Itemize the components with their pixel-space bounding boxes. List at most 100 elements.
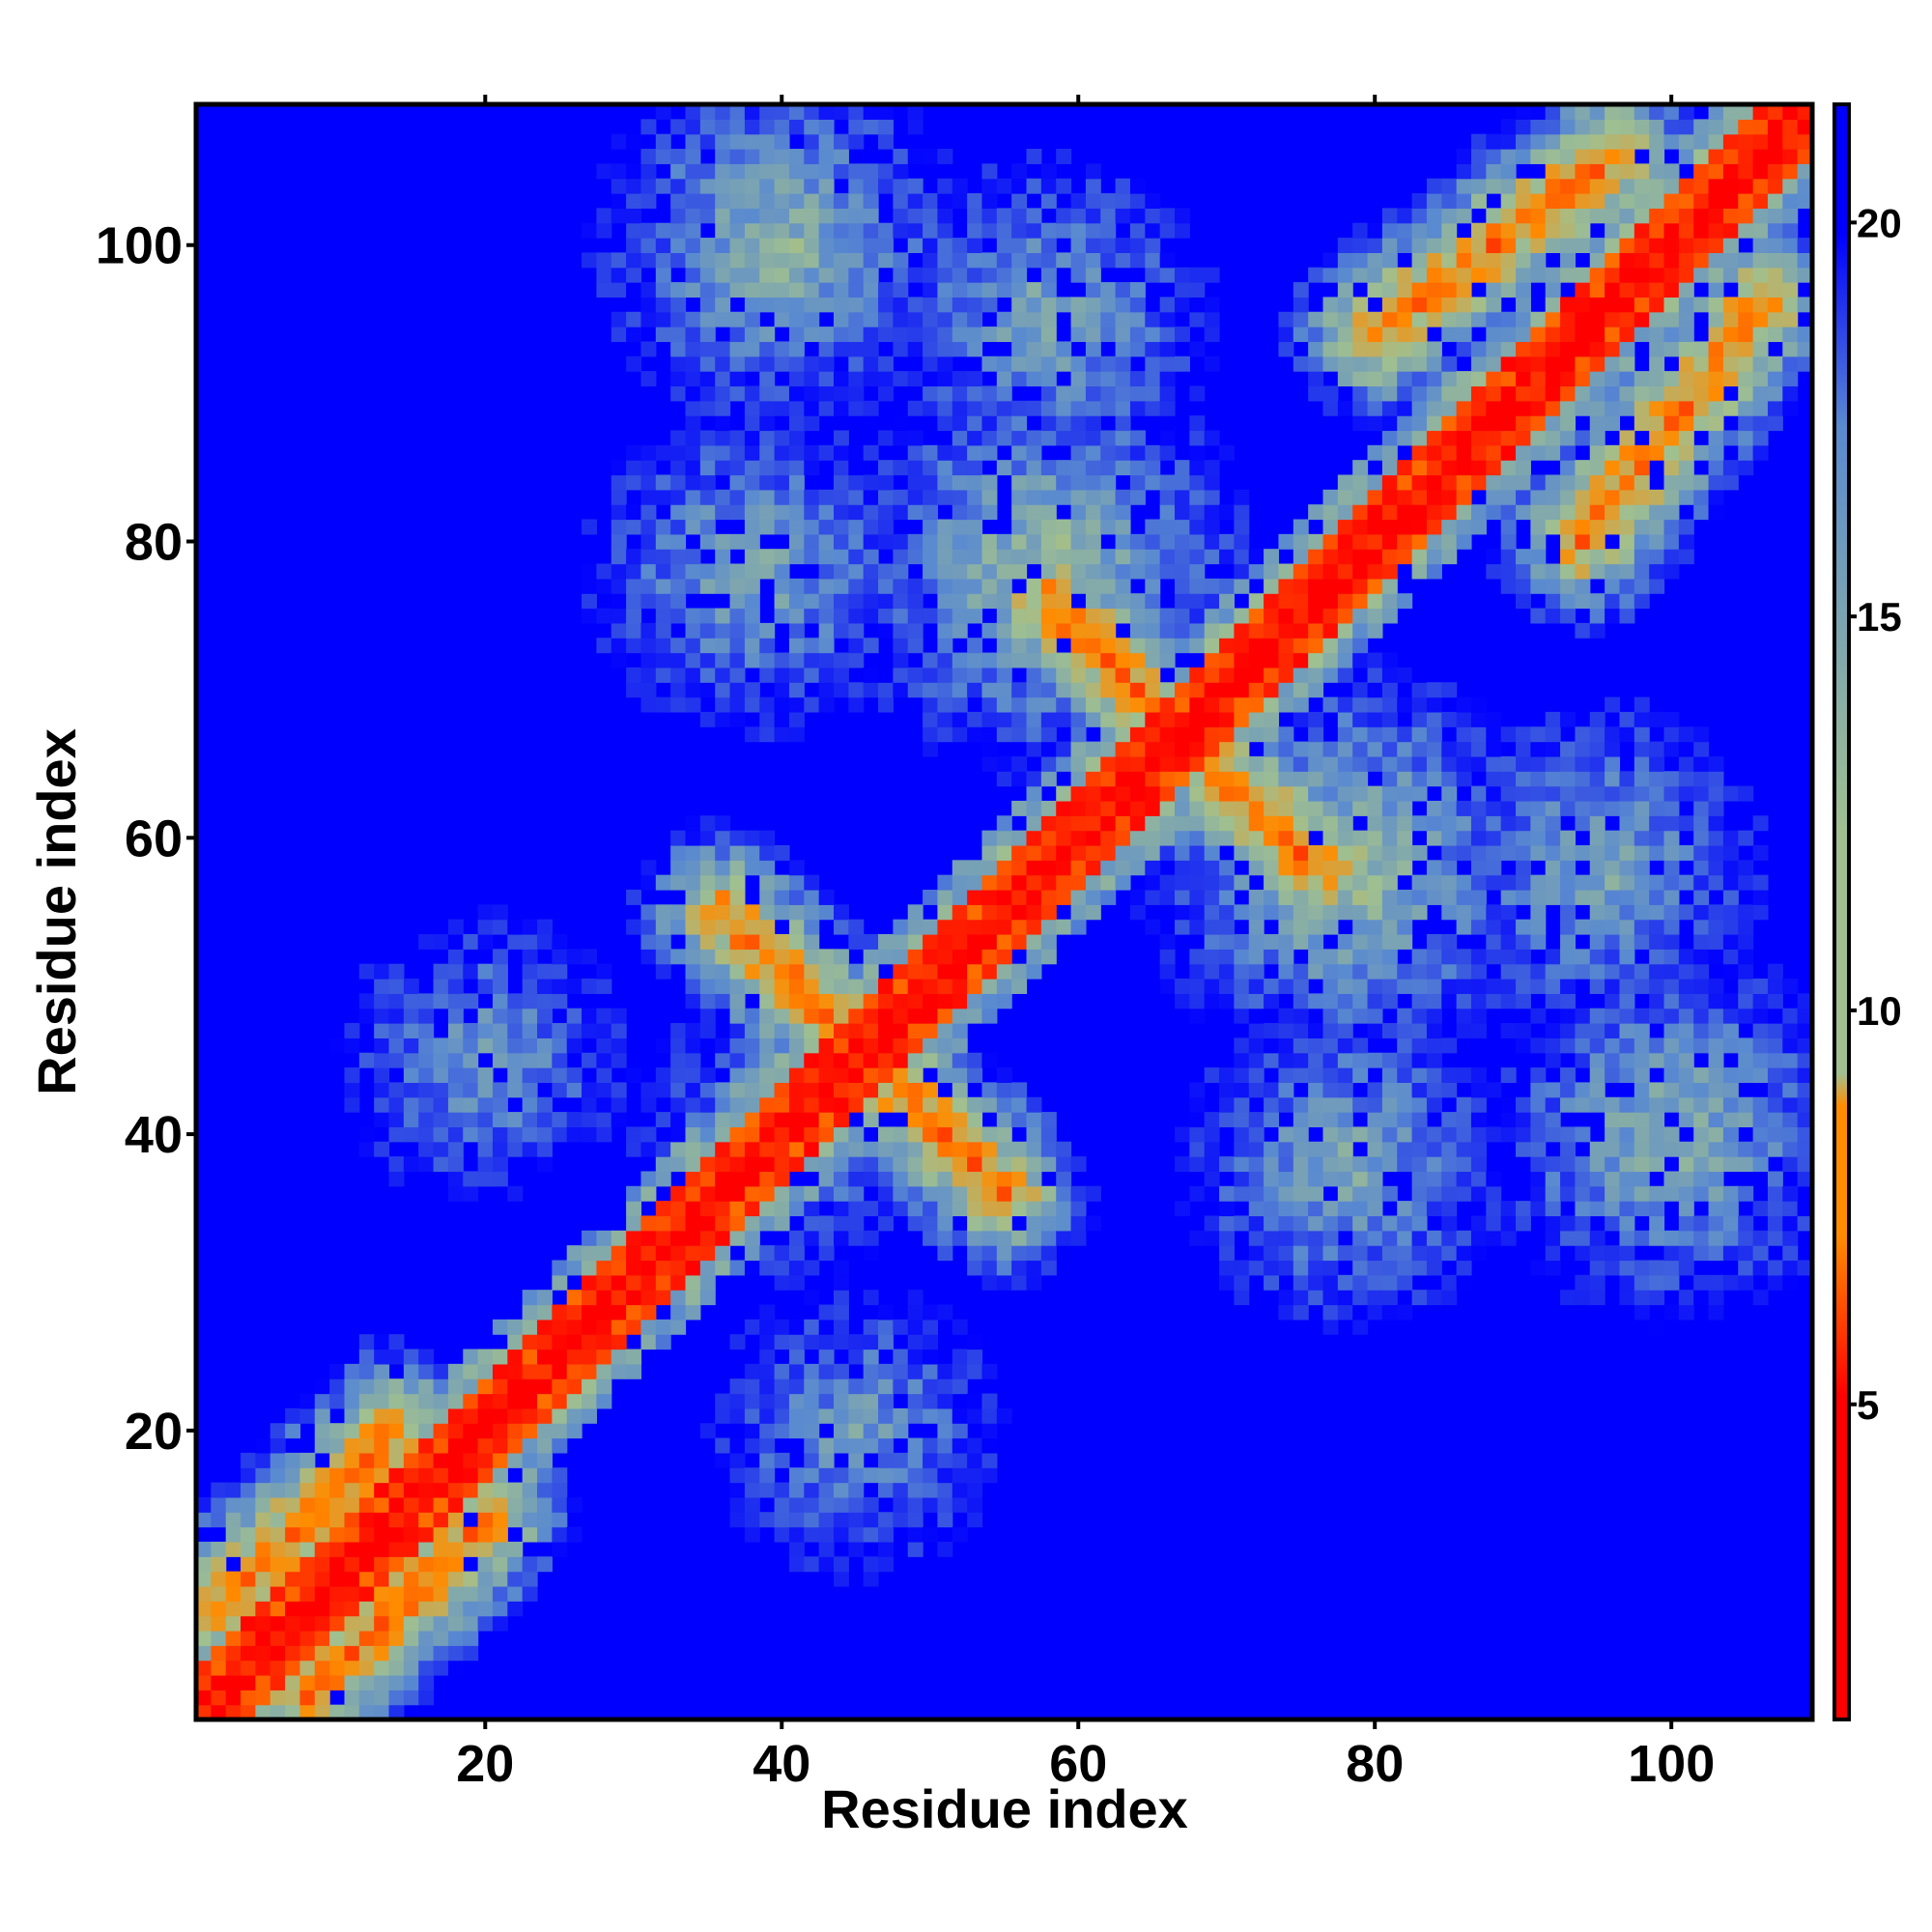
heatmap-cell <box>996 1274 1012 1291</box>
heatmap-cell <box>1293 1290 1309 1306</box>
heatmap-cell <box>774 874 790 891</box>
heatmap-cell <box>937 355 953 372</box>
heatmap-cell <box>893 178 909 194</box>
heatmap-cell <box>893 163 909 180</box>
heatmap-cell <box>670 1215 687 1232</box>
heatmap-cell <box>344 1615 360 1632</box>
heatmap-cell <box>1293 741 1309 757</box>
heatmap-cell <box>507 1126 524 1143</box>
heatmap-cell <box>1605 474 1621 491</box>
heatmap-cell <box>1381 563 1398 580</box>
heatmap-cell <box>1175 267 1190 283</box>
heatmap-cell <box>774 400 790 416</box>
heatmap-cell <box>1589 1185 1605 1202</box>
heatmap-cell <box>981 667 998 683</box>
heatmap-cell <box>463 1526 479 1543</box>
heatmap-cell <box>833 1067 849 1083</box>
heatmap-cell <box>1500 238 1517 253</box>
heatmap-cell <box>1189 741 1206 757</box>
heatmap-cell <box>1560 860 1577 876</box>
heatmap-cell <box>1441 385 1458 402</box>
heatmap-cell <box>804 1052 820 1068</box>
heatmap-cell <box>893 252 909 269</box>
heatmap-cell <box>715 1156 731 1173</box>
heatmap-cell <box>1026 963 1042 980</box>
heatmap-cell <box>1486 474 1502 491</box>
heatmap-cell <box>1278 800 1294 816</box>
heatmap-cell <box>1011 474 1028 491</box>
heatmap-cell <box>552 1304 568 1321</box>
heatmap-cell <box>403 1452 419 1468</box>
heatmap-cell <box>1605 193 1621 209</box>
heatmap-cell <box>1175 741 1190 757</box>
heatmap-cell <box>552 1067 568 1083</box>
heatmap-cell <box>952 993 968 1009</box>
heatmap-cell <box>907 1407 923 1424</box>
heatmap-cell <box>1619 252 1635 269</box>
heatmap-cell <box>981 282 998 298</box>
heatmap-cell <box>1605 949 1621 965</box>
heatmap-cell <box>923 949 939 965</box>
heatmap-cell <box>1085 519 1101 535</box>
heatmap-cell <box>1619 355 1635 372</box>
heatmap-cell <box>1129 711 1146 727</box>
heatmap-cell <box>952 1126 968 1143</box>
heatmap-cell <box>1634 979 1650 994</box>
heatmap-cell <box>418 1407 435 1424</box>
heatmap-cell <box>1040 238 1057 253</box>
heatmap-cell <box>1040 282 1057 298</box>
heatmap-cell <box>848 341 865 357</box>
heatmap-cell <box>923 1437 939 1454</box>
heatmap-cell <box>1115 400 1131 416</box>
heatmap-cell <box>715 282 731 298</box>
heatmap-cell <box>848 519 865 535</box>
heatmap-cell <box>1278 1037 1294 1054</box>
heatmap-cell <box>1560 874 1577 891</box>
heatmap-cell <box>522 1304 538 1321</box>
heatmap-cell <box>1011 638 1028 654</box>
heatmap-cell <box>1500 327 1517 343</box>
heatmap-cell <box>1026 341 1042 357</box>
heatmap-cell <box>818 1156 835 1173</box>
heatmap-cell <box>788 1037 805 1054</box>
heatmap-cell <box>1056 800 1072 816</box>
heatmap-cell <box>507 934 524 950</box>
heatmap-cell <box>1352 474 1369 491</box>
heatmap-cell <box>1234 652 1250 668</box>
heatmap-cell <box>1619 133 1635 150</box>
heatmap-cell <box>715 149 731 164</box>
heatmap-cell <box>907 934 923 950</box>
heatmap-cell <box>1589 1141 1605 1157</box>
heatmap-cell <box>952 327 968 343</box>
heatmap-cell <box>1219 860 1236 876</box>
heatmap-cell <box>433 1571 449 1587</box>
heatmap-cell <box>981 1052 998 1068</box>
heatmap-cell <box>626 1363 642 1379</box>
heatmap-cell <box>1129 889 1146 905</box>
heatmap-cell <box>848 1230 865 1246</box>
heatmap-cell <box>670 489 687 505</box>
heatmap-cell <box>596 1245 612 1262</box>
heatmap-cell <box>552 1274 568 1291</box>
heatmap-cell <box>1248 1260 1264 1276</box>
heatmap-cell <box>967 371 983 387</box>
heatmap-cell <box>1293 696 1309 713</box>
heatmap-cell <box>388 979 405 994</box>
heatmap-cell <box>1560 104 1577 120</box>
heatmap-cell <box>1129 815 1146 832</box>
heatmap-cell <box>1293 1201 1309 1217</box>
heatmap-cell <box>447 1171 464 1187</box>
heatmap-cell <box>1589 1067 1605 1083</box>
heatmap-cell <box>804 578 820 594</box>
heatmap-cell <box>1530 1096 1547 1113</box>
heatmap-cell <box>685 104 701 120</box>
heatmap-cell <box>358 1052 375 1068</box>
heatmap-cell <box>1575 327 1591 343</box>
heatmap-cell <box>1129 726 1146 743</box>
heatmap-cell <box>1397 889 1413 905</box>
heatmap-cell <box>566 1423 582 1439</box>
heatmap-cell <box>1575 785 1591 802</box>
heatmap-cell <box>699 638 716 654</box>
heatmap-cell <box>477 1067 494 1083</box>
heatmap-cell <box>1278 311 1294 327</box>
